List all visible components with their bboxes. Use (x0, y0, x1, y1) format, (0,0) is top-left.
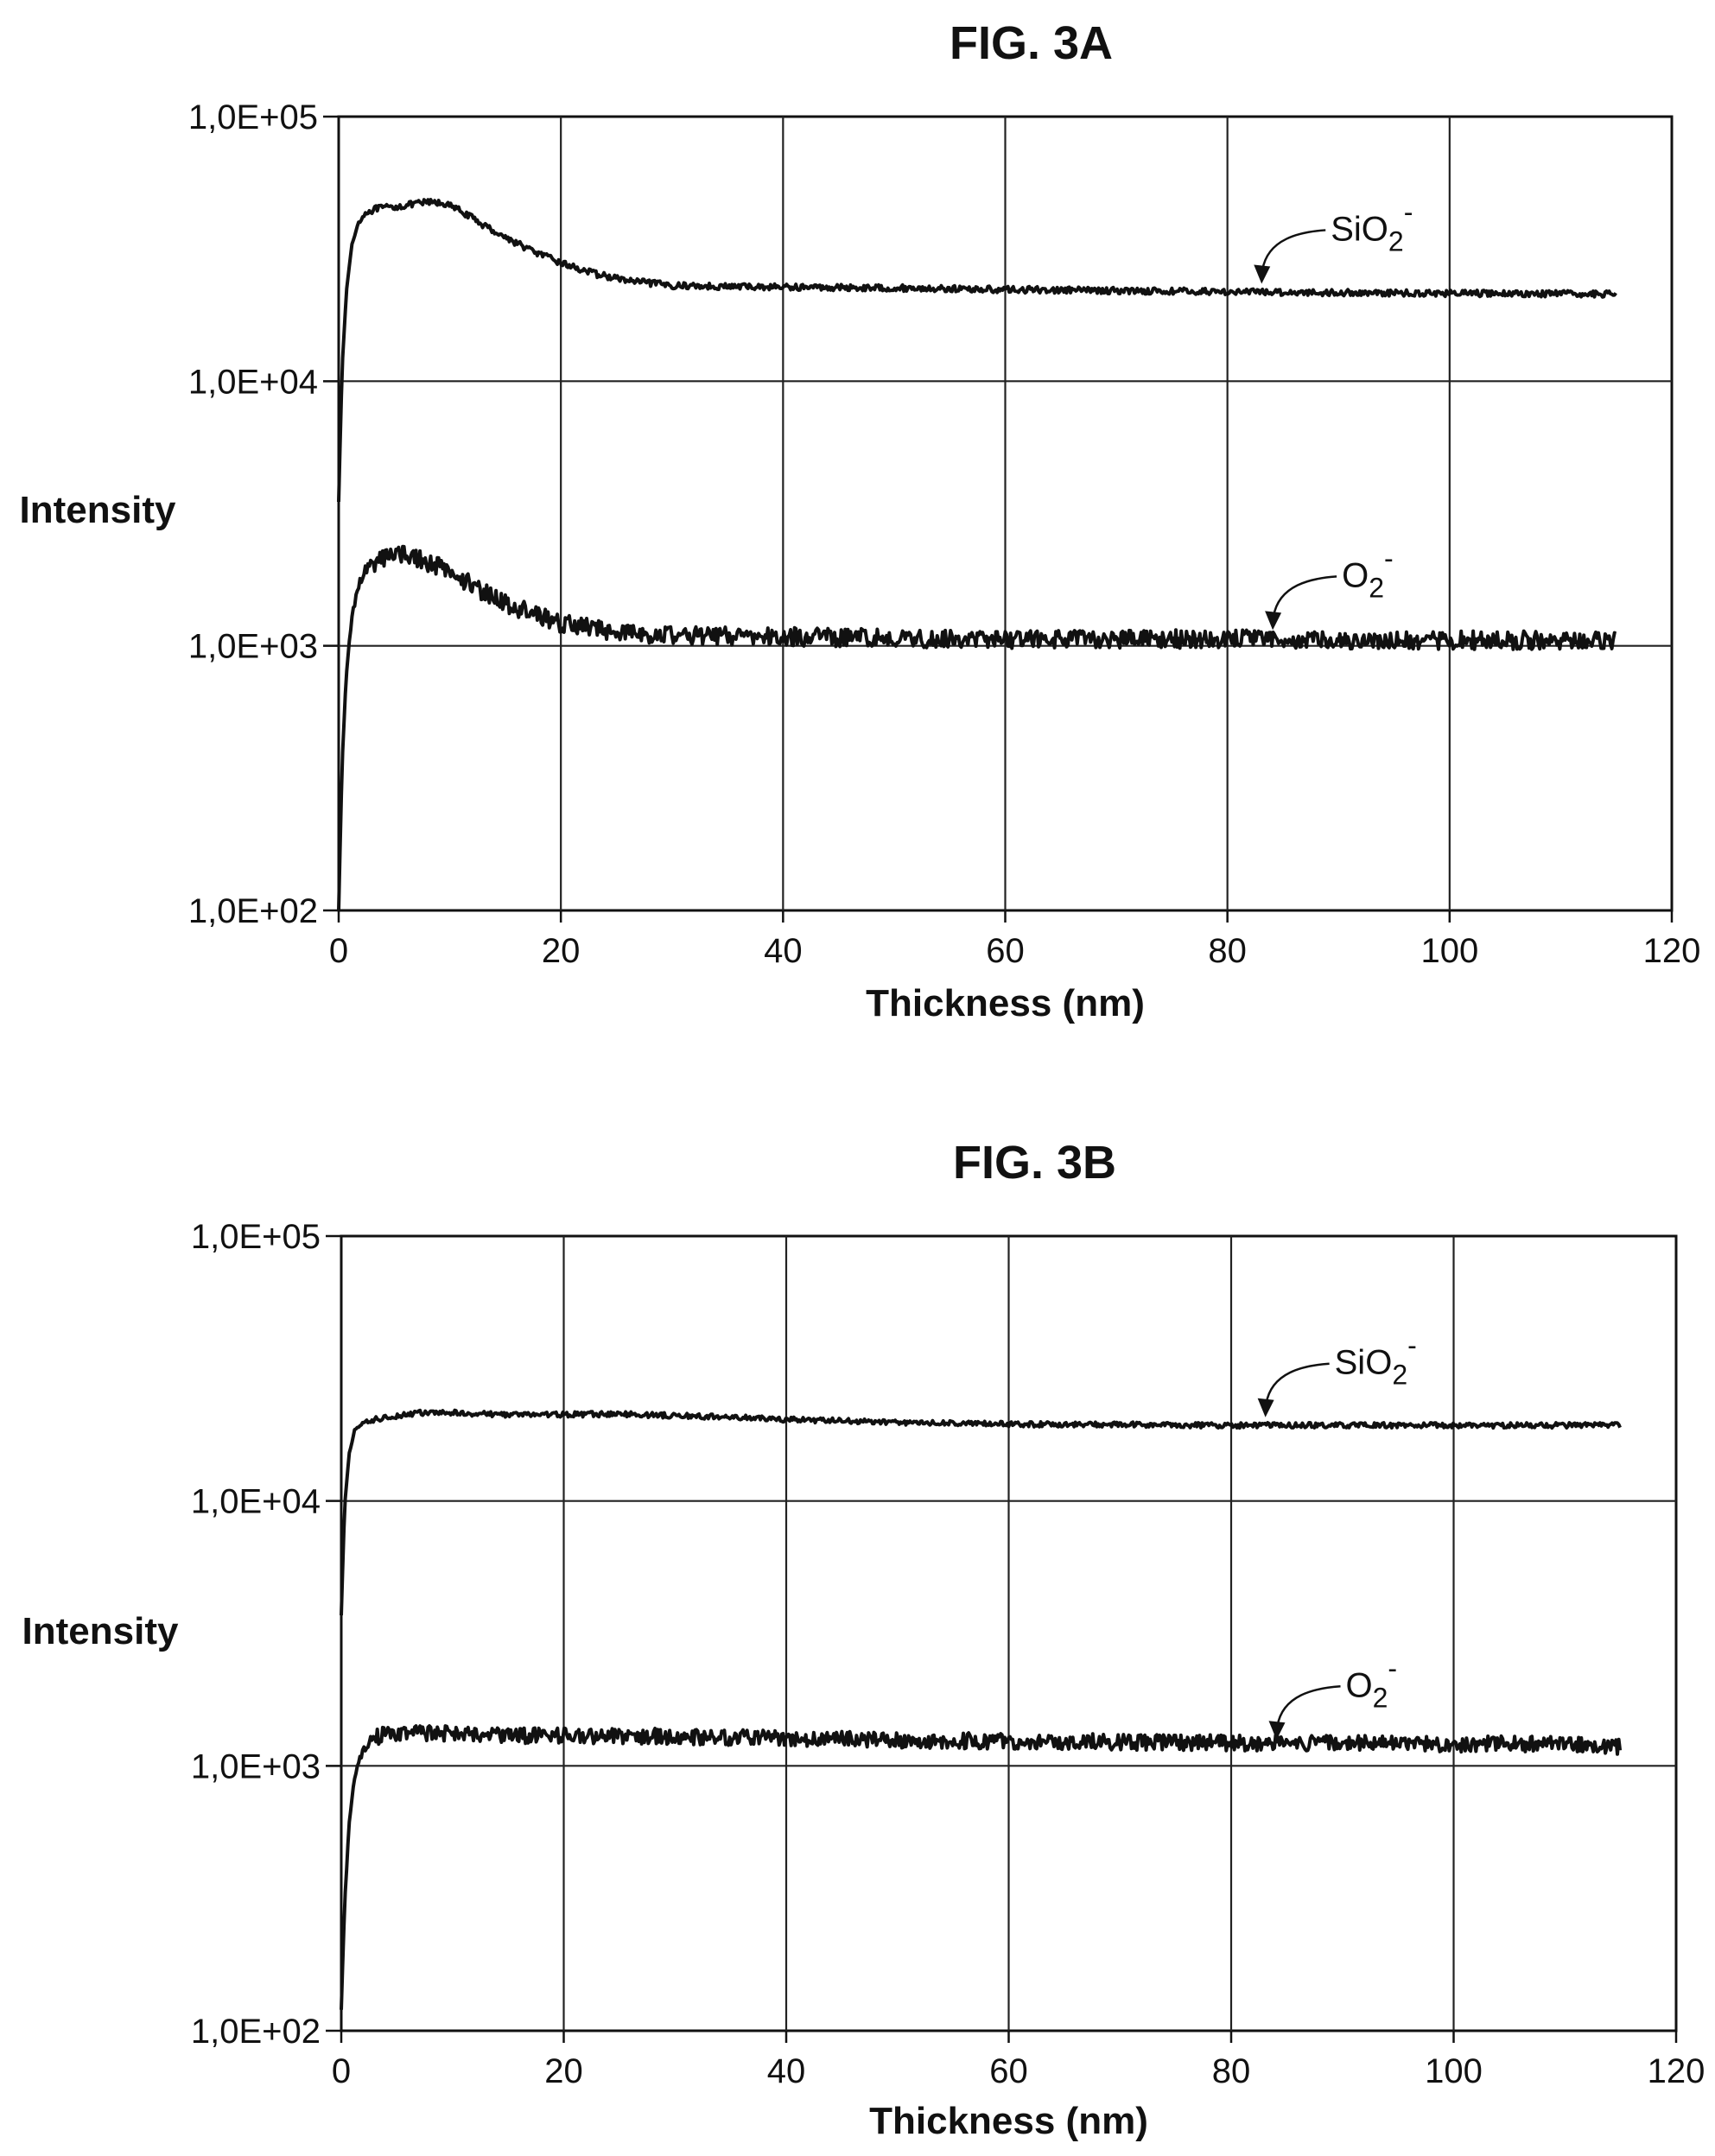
y-tick-label: 1,0E+03 (191, 1747, 321, 1785)
y-tick-label: 1,0E+05 (191, 1218, 321, 1256)
series-line-o2 (337, 544, 1617, 911)
x-tick-label: 80 (1208, 932, 1247, 970)
y-axis-title: Intensity (22, 1610, 179, 1652)
series-line-sio2 (337, 198, 1617, 503)
series-arrowhead-icon (1257, 1398, 1274, 1417)
series-label: O2- (1342, 542, 1394, 603)
series-line-o2 (340, 1724, 1623, 2010)
x-tick-label: 20 (542, 932, 581, 970)
x-tick-label: 40 (764, 932, 803, 970)
x-axis-title: Thickness (nm) (869, 2100, 1148, 2142)
series-arrowhead-icon (1265, 611, 1282, 631)
chart-title: FIG. 3B (953, 1137, 1116, 1189)
x-tick-label: 60 (989, 2052, 1028, 2090)
series-leader-line (1261, 229, 1326, 270)
x-tick-label: 0 (332, 2052, 351, 2090)
chart-title: FIG. 3A (950, 17, 1113, 69)
x-tick-label: 120 (1648, 2052, 1705, 2090)
series-label: SiO2- (1335, 1330, 1417, 1391)
x-tick-label: 80 (1212, 2052, 1251, 2090)
x-tick-label: 0 (329, 932, 348, 970)
series-arrowhead-icon (1254, 264, 1271, 284)
x-tick-label: 40 (767, 2052, 806, 2090)
chart-fig-3b: FIG. 3B 0 20 40 60 80 100 120 1,0E+02 1,0E+03 1,0E… (22, 1137, 1705, 2142)
x-tick-label: 100 (1420, 932, 1478, 970)
y-tick-label: 1,0E+02 (191, 2013, 321, 2051)
series-label: SiO2- (1331, 196, 1413, 257)
x-axis-title: Thickness (nm) (866, 982, 1145, 1024)
series-arrowhead-icon (1268, 1721, 1286, 1741)
y-axis-title: Intensity (20, 489, 176, 531)
y-tick-label: 1,0E+03 (188, 628, 318, 666)
chart-fig-3a: FIG. 3A 0 20 40 60 80 100 120 1,0E+02 1,0E+03 1,0E… (20, 17, 1701, 1024)
x-tick-label: 120 (1643, 932, 1701, 970)
y-tick-label: 1,0E+05 (188, 98, 318, 136)
y-tick-label: 1,0E+02 (188, 892, 318, 930)
x-tick-label: 20 (544, 2052, 583, 2090)
y-tick-label: 1,0E+04 (188, 363, 318, 401)
series-leader-line (1272, 575, 1337, 617)
y-tick-label: 1,0E+04 (191, 1483, 321, 1521)
series-leader-line (1265, 1362, 1330, 1404)
series-leader-line (1276, 1685, 1341, 1727)
x-tick-label: 100 (1425, 2052, 1483, 2090)
x-tick-label: 60 (986, 932, 1025, 970)
series-line-sio2 (340, 1408, 1622, 1616)
series-label: O2- (1346, 1652, 1398, 1713)
